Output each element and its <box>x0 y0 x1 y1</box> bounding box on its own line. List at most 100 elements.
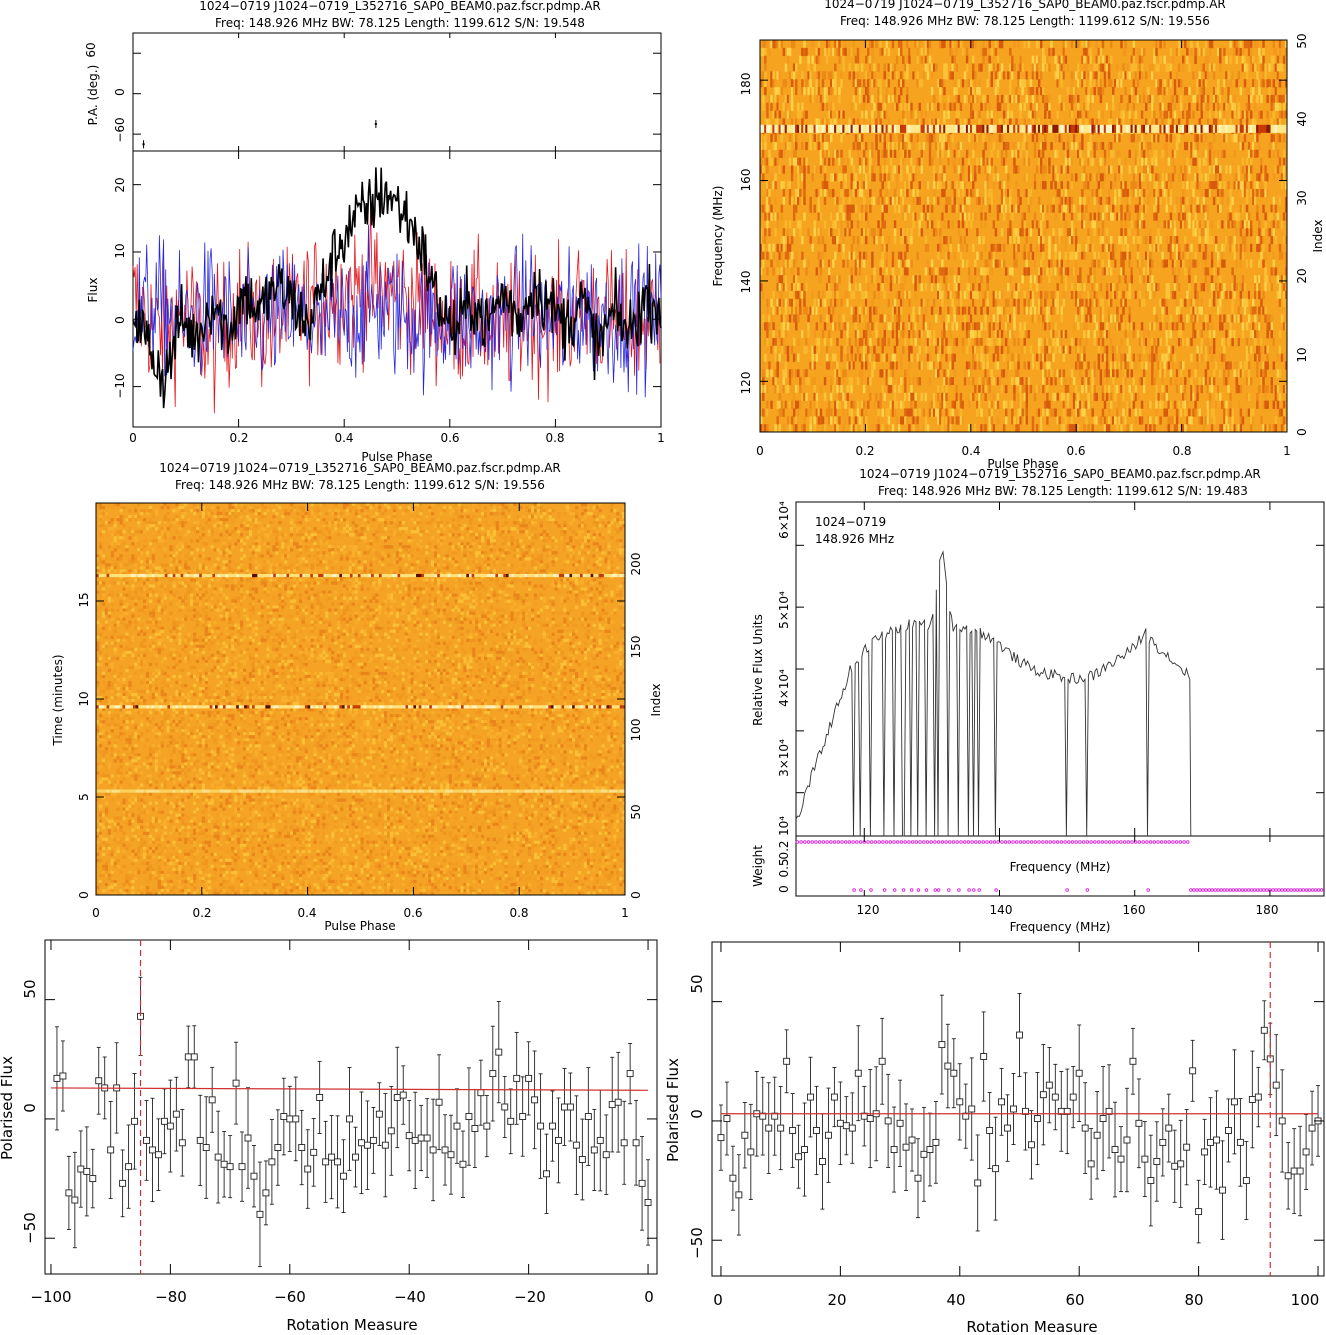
fp-cell <box>776 157 779 166</box>
fp-cell <box>762 314 765 323</box>
fp-cell <box>1097 353 1101 362</box>
fp-cell <box>1087 134 1090 143</box>
fp-cell <box>867 87 870 96</box>
fp-cell <box>1217 259 1220 268</box>
fp-cell <box>879 314 882 323</box>
fp-cell <box>902 228 905 237</box>
fp-cell <box>1134 157 1138 166</box>
fp-cell <box>1142 267 1146 276</box>
fp-cell <box>1159 94 1162 104</box>
fp-cell <box>764 345 767 354</box>
fp-cell <box>1085 47 1088 57</box>
fp-cell <box>1083 345 1086 354</box>
fp-cell <box>1264 283 1267 292</box>
fp-cell <box>1284 196 1287 206</box>
fp-cell <box>1233 283 1236 292</box>
fp-cell <box>1074 251 1078 260</box>
fp-cell <box>1052 212 1055 221</box>
fp-cell <box>1058 259 1061 268</box>
fp-cell <box>1272 181 1276 190</box>
fp-cell <box>1120 94 1123 104</box>
fp-cell <box>998 204 1002 213</box>
fp-cell <box>998 102 1002 111</box>
fp-cell <box>1077 204 1080 213</box>
fp-cell <box>910 47 913 57</box>
fp-cell <box>881 55 884 64</box>
fp-cell <box>984 181 987 190</box>
fp-cell <box>897 306 901 315</box>
fp-cell <box>1206 94 1210 104</box>
fp-cell <box>1066 196 1070 206</box>
fp-cell <box>1243 118 1247 127</box>
fp-cell <box>1210 63 1214 72</box>
fp-cell <box>774 173 777 182</box>
fp-cell <box>1058 251 1061 260</box>
fp-cell <box>766 298 769 307</box>
fp-cell <box>1276 243 1280 253</box>
fp-cell <box>1204 204 1208 213</box>
fp-cell <box>1278 94 1282 104</box>
fp-cell <box>1280 314 1284 323</box>
fp-cell <box>920 79 924 88</box>
fp-cell <box>1048 251 1051 260</box>
fp-cell <box>1272 55 1276 64</box>
fp-cell <box>1122 290 1125 300</box>
fp-cell <box>764 79 767 88</box>
fp-cell <box>873 228 876 237</box>
fp-cell <box>1233 275 1236 284</box>
fp-cell <box>1132 330 1136 339</box>
fp-cell <box>895 173 899 182</box>
fp-cell <box>1179 267 1183 276</box>
fp-cell <box>1149 283 1152 292</box>
fp-cell <box>1272 196 1276 206</box>
fp-cell <box>969 87 973 96</box>
pa-point-1 <box>374 122 378 126</box>
fp-cell <box>1245 322 1249 331</box>
fp-cell <box>1087 110 1090 119</box>
fp-cell <box>924 55 928 64</box>
fp-cell <box>869 204 872 213</box>
fp-cell <box>772 110 775 119</box>
fp-cell <box>972 63 975 72</box>
fp-cell <box>873 102 876 111</box>
fp-cell <box>947 345 950 354</box>
fp-cell <box>1190 243 1193 253</box>
fp-cell <box>1093 181 1096 190</box>
fp-cell <box>992 322 996 331</box>
fp-cell <box>1221 251 1224 260</box>
fp-cell <box>1107 71 1111 80</box>
fp-cell <box>1200 110 1203 119</box>
fp-cell <box>908 290 911 300</box>
fp-cell <box>799 220 802 229</box>
fp-cell <box>784 259 788 268</box>
profile-xtick-5: 1 <box>657 431 665 445</box>
fp-cell <box>819 377 823 386</box>
fp-cell <box>893 236 897 245</box>
fp-cell <box>1192 330 1195 339</box>
fp-cell <box>1190 181 1193 190</box>
fp-cell <box>939 361 942 370</box>
fp-cell <box>1157 361 1160 370</box>
fp-cell <box>1002 306 1006 315</box>
fp-cell <box>1179 259 1183 268</box>
fp-cell <box>778 149 781 158</box>
fp-cell <box>1204 149 1208 158</box>
fp-cell <box>1182 251 1185 260</box>
fp-cell <box>827 259 831 268</box>
fp-cell <box>982 267 985 276</box>
fp-cell <box>1062 298 1066 307</box>
fp-cell <box>875 196 878 206</box>
fp-cell <box>1114 290 1117 300</box>
fp-cell <box>978 87 981 96</box>
fp-cell <box>801 87 804 96</box>
fp-cell <box>916 212 919 221</box>
fp-cell <box>912 173 915 182</box>
fp-cell <box>1217 102 1220 111</box>
fp-cell <box>1081 47 1084 57</box>
fp-cell <box>1101 267 1105 276</box>
fp-cell <box>918 330 921 339</box>
fp-cell <box>819 55 823 64</box>
fp-cell <box>836 283 839 292</box>
fp-cell <box>852 134 856 143</box>
fp-cell <box>1200 369 1203 378</box>
